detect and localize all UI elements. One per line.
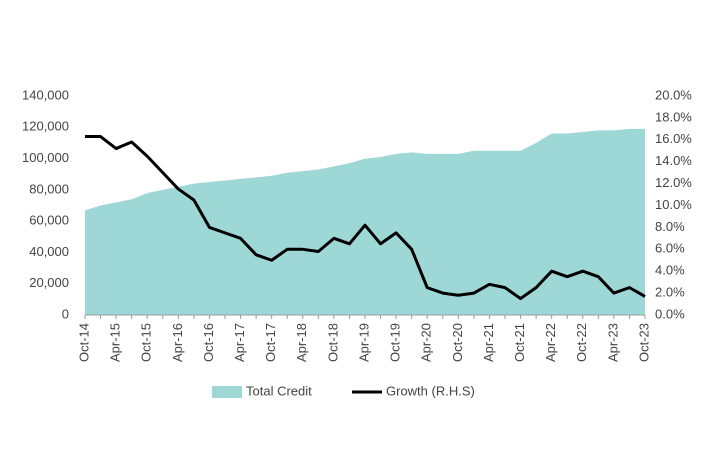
y-tick-label: 80,000: [29, 181, 69, 196]
x-tick-label: Oct-14: [76, 323, 91, 362]
y2-tick-label: 12.0%: [655, 175, 692, 190]
line: [85, 135, 646, 301]
y-tick-label: 100,000: [22, 150, 69, 165]
y2-tick-label: 4.0%: [655, 263, 685, 278]
x-tick-label: Apr-17: [232, 323, 247, 362]
y-tick-label: 60,000: [29, 213, 69, 228]
x-tick-label: Oct-19: [388, 323, 403, 362]
x-tick-label: Apr-15: [108, 323, 123, 362]
x-tick-label: Apr-21: [481, 323, 496, 362]
y2-tick-label: 14.0%: [655, 153, 692, 168]
y2-tick-label: 16.0%: [655, 131, 692, 146]
y-tick-label: 120,000: [22, 119, 69, 134]
legend-label: Total Credit: [246, 383, 312, 398]
legend-label: Growth (R.H.S): [386, 383, 475, 398]
y2-tick-label: 8.0%: [655, 219, 685, 234]
x-tick-label: Apr-19: [356, 323, 371, 362]
x-tick-label: Oct-16: [201, 323, 216, 362]
y2-tick-label: 0.0%: [655, 306, 685, 321]
x-tick-label: Apr-22: [543, 323, 558, 362]
x-tick-label: Apr-16: [170, 323, 185, 362]
y2-tick-label: 10.0%: [655, 197, 692, 212]
y-tick-label: 20,000: [29, 275, 69, 290]
x-tick-label: Apr-23: [605, 323, 620, 362]
x-tick-label: Oct-15: [139, 323, 154, 362]
y2-tick-label: 20.0%: [655, 87, 692, 102]
y2-tick-label: 6.0%: [655, 241, 685, 256]
x-tick-label: Oct-20: [450, 323, 465, 362]
y2-tick-label: 18.0%: [655, 109, 692, 124]
x-tick-label: Oct-18: [325, 323, 340, 362]
y-tick-label: 40,000: [29, 244, 69, 259]
area: [85, 128, 645, 315]
x-tick-label: Oct-21: [512, 323, 527, 362]
legend-swatch: [212, 386, 242, 398]
x-tick-label: Oct-22: [574, 323, 589, 362]
y-tick-label: 140,000: [22, 87, 69, 102]
y-tick-label: 0: [62, 306, 69, 321]
x-tick-label: Apr-20: [419, 323, 434, 362]
y2-tick-label: 2.0%: [655, 285, 685, 300]
x-tick-label: Oct-17: [263, 323, 278, 362]
x-tick-label: Oct-23: [636, 323, 651, 362]
x-tick-label: Apr-18: [294, 323, 309, 362]
